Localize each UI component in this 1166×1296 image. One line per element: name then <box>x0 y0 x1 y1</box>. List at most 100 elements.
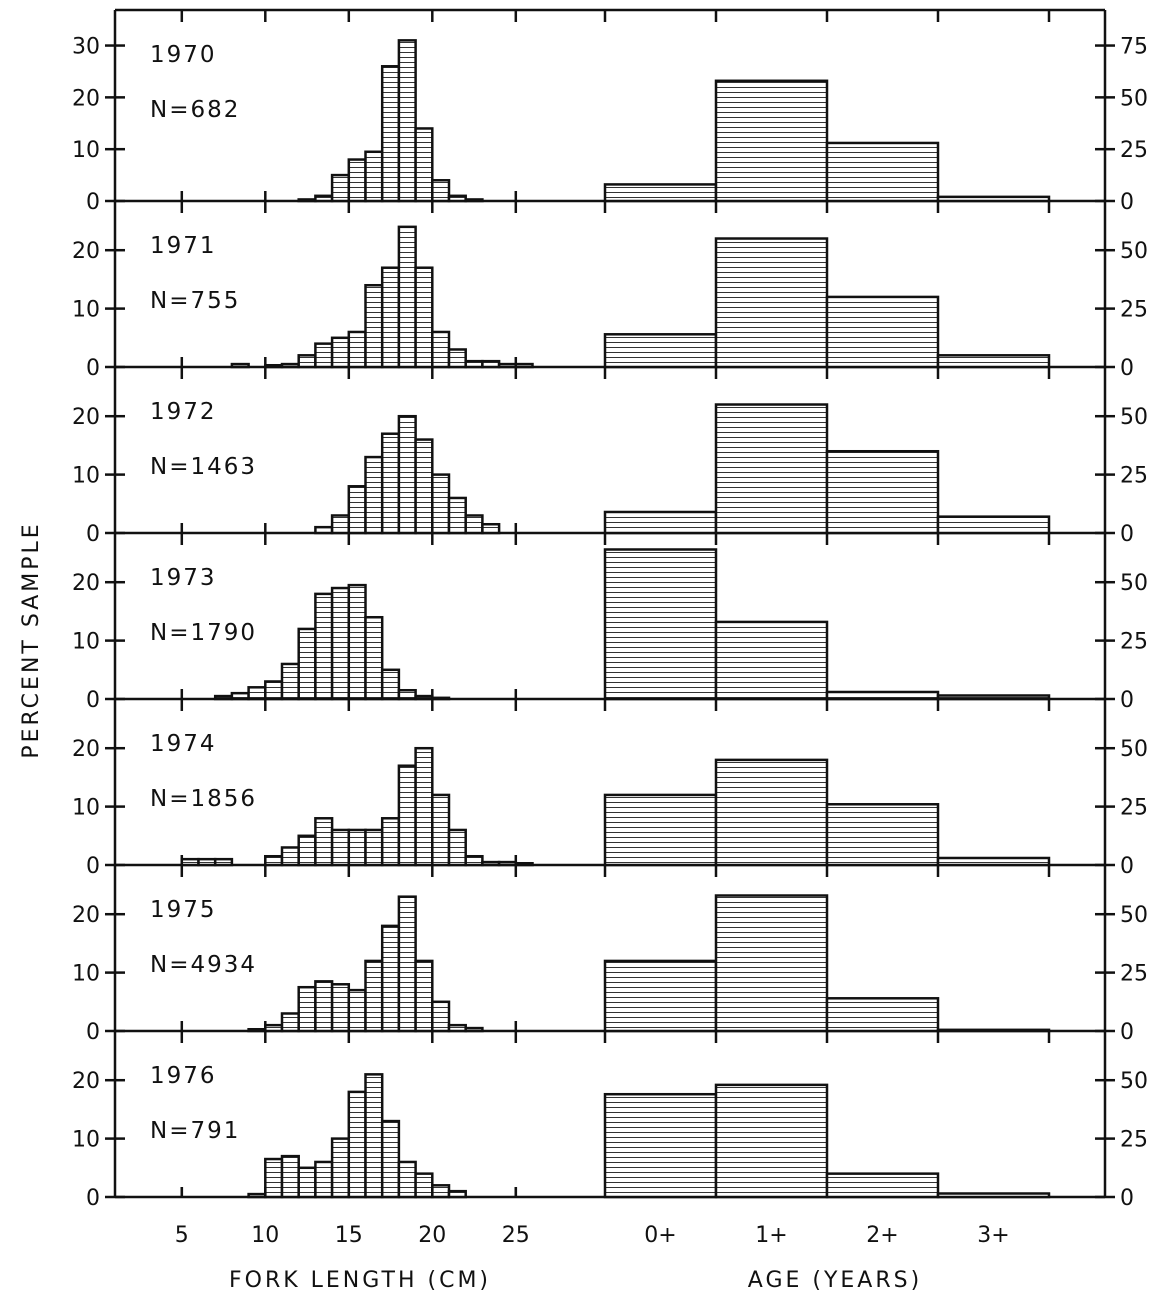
length-bar <box>280 846 300 867</box>
length-bar <box>314 194 334 203</box>
length-bar <box>264 854 284 867</box>
length-bar <box>447 1189 467 1199</box>
length-tick-label: 25 <box>502 1223 530 1248</box>
length-bar <box>314 980 334 1033</box>
length-bar <box>330 336 351 369</box>
left-y-tick-label: 20 <box>72 86 100 111</box>
length-bar <box>380 924 401 1033</box>
age-bar <box>714 403 829 535</box>
length-bar <box>364 615 384 701</box>
length-bar <box>330 173 351 203</box>
age-bar <box>603 333 718 369</box>
length-tick-label: 20 <box>418 1223 446 1248</box>
right-y-tick-label: 50 <box>1120 239 1148 264</box>
length-bar <box>380 266 401 369</box>
age-bar <box>603 1092 718 1199</box>
length-bar <box>264 1157 284 1199</box>
length-bar <box>414 746 434 867</box>
left-y-tick-label: 0 <box>86 190 100 215</box>
length-bar <box>481 860 501 867</box>
right-y-tick-label: 25 <box>1120 1128 1148 1153</box>
panel-year-label: 1973 <box>150 565 217 591</box>
panel-1973: 0 10 20 0 25 50 1973 N=1790 <box>72 533 1148 713</box>
right-y-tick-label: 0 <box>1120 356 1134 381</box>
panel-n-label: N=755 <box>150 288 240 314</box>
right-y-tick-label: 25 <box>1120 630 1148 655</box>
length-bar <box>397 414 417 535</box>
length-bar <box>364 959 384 1033</box>
length-bar <box>347 583 367 701</box>
length-bar <box>397 39 417 203</box>
age-bar <box>603 548 718 701</box>
age-bar <box>714 894 829 1033</box>
right-y-tick-label: 50 <box>1120 571 1148 596</box>
length-bar <box>297 985 317 1033</box>
left-y-tick-label: 20 <box>72 1069 100 1094</box>
length-bar <box>414 959 434 1033</box>
left-y-tick-label: 0 <box>86 1020 100 1045</box>
age-category-label: 2+ <box>866 1223 898 1248</box>
length-bar <box>481 359 501 369</box>
right-y-tick-label: 25 <box>1120 962 1148 987</box>
left-y-tick-label: 20 <box>72 571 100 596</box>
length-bar <box>314 592 334 701</box>
length-bar <box>330 586 351 701</box>
y-axis-title: PERCENT SAMPLE <box>19 521 44 758</box>
length-bar <box>347 828 367 867</box>
length-bar <box>230 362 250 369</box>
right-y-tick-label: 50 <box>1120 1069 1148 1094</box>
length-bar <box>297 627 317 701</box>
length-bar <box>431 330 451 369</box>
length-bar <box>514 362 534 369</box>
length-bar <box>347 1090 367 1199</box>
left-y-tick-label: 10 <box>72 298 100 323</box>
right-y-tick-label: 0 <box>1120 1020 1134 1045</box>
panel-1971: 0 10 20 0 25 50 1971 N=755 <box>72 201 1148 381</box>
panel-1972: 0 10 20 0 25 50 1972 N=1463 <box>72 367 1148 547</box>
age-bar <box>825 449 940 535</box>
length-bar <box>213 857 234 867</box>
age-bar <box>603 959 718 1033</box>
length-tick-label: 10 <box>251 1223 279 1248</box>
length-bar <box>447 348 467 369</box>
left-y-tick-label: 0 <box>86 522 100 547</box>
length-bar <box>230 691 250 701</box>
panel-1976: 0 10 20 0 25 50 1976 N=791 <box>72 1031 1148 1211</box>
left-y-tick-label: 0 <box>86 356 100 381</box>
panels: 010203002550751970N=68201020025501971N=7… <box>72 8 1148 1248</box>
panel-year-label: 1975 <box>150 897 217 923</box>
length-bar <box>464 1026 484 1033</box>
length-bar <box>481 522 501 535</box>
panel-n-label: N=682 <box>150 97 240 123</box>
age-bar <box>936 195 1051 203</box>
length-bar <box>297 1166 317 1199</box>
age-bar <box>825 141 940 203</box>
age-bar <box>936 694 1051 701</box>
length-bar <box>280 1154 300 1199</box>
left-y-tick-label: 10 <box>72 962 100 987</box>
right-y-tick-label: 75 <box>1120 35 1148 60</box>
length-bar <box>380 817 401 867</box>
length-tick-label: 15 <box>335 1223 363 1248</box>
age-bar <box>603 510 718 535</box>
length-bar <box>414 266 434 369</box>
age-bar <box>936 1028 1051 1033</box>
panel-year-label: 1971 <box>150 233 217 259</box>
right-y-tick-label: 25 <box>1120 464 1148 489</box>
age-bar <box>825 997 940 1033</box>
length-bar <box>280 1012 300 1033</box>
length-bar <box>414 127 434 203</box>
left-y-tick-label: 10 <box>72 464 100 489</box>
left-y-tick-label: 10 <box>72 1128 100 1153</box>
length-bar <box>264 1023 284 1033</box>
length-bar <box>347 485 367 535</box>
right-y-tick-label: 0 <box>1120 854 1134 879</box>
age-bar <box>936 515 1051 535</box>
length-bar <box>247 1192 267 1199</box>
age-bar <box>714 79 829 203</box>
length-bar <box>464 198 484 203</box>
length-bar <box>497 860 518 867</box>
panel-n-label: N=1856 <box>150 786 257 812</box>
panel-year-label: 1976 <box>150 1063 217 1089</box>
